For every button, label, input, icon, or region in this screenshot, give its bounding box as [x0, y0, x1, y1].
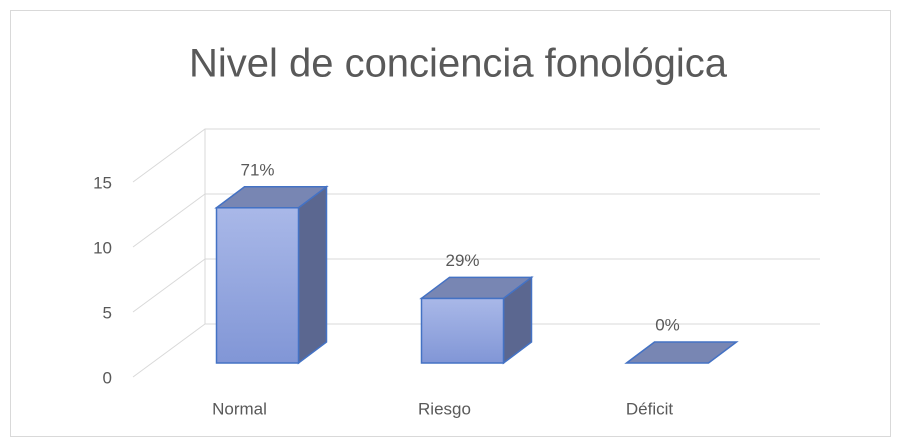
chart-frame — [10, 10, 891, 437]
bar-top — [214, 186, 329, 209]
y-tick-label: 10 — [93, 238, 112, 257]
bar — [419, 275, 534, 365]
bar — [214, 185, 329, 365]
x-tick-label: Déficit — [626, 399, 674, 418]
y-tick-label: 0 — [103, 368, 112, 387]
bar-side — [297, 185, 328, 365]
y-tick-label: 5 — [103, 303, 112, 322]
chart-title: Nivel de conciencia fonológica — [189, 42, 728, 86]
bar-top — [624, 341, 739, 364]
bar — [624, 341, 739, 364]
bar-top — [419, 276, 534, 300]
data-label: 0% — [655, 315, 680, 334]
x-tick-label: Normal — [212, 399, 267, 418]
data-label: 71% — [240, 160, 274, 179]
x-tick-label: Riesgo — [418, 399, 471, 418]
y-tick-label: 15 — [93, 173, 112, 192]
bar-front — [215, 207, 300, 364]
bar-front — [420, 297, 505, 364]
data-label: 29% — [445, 251, 479, 270]
